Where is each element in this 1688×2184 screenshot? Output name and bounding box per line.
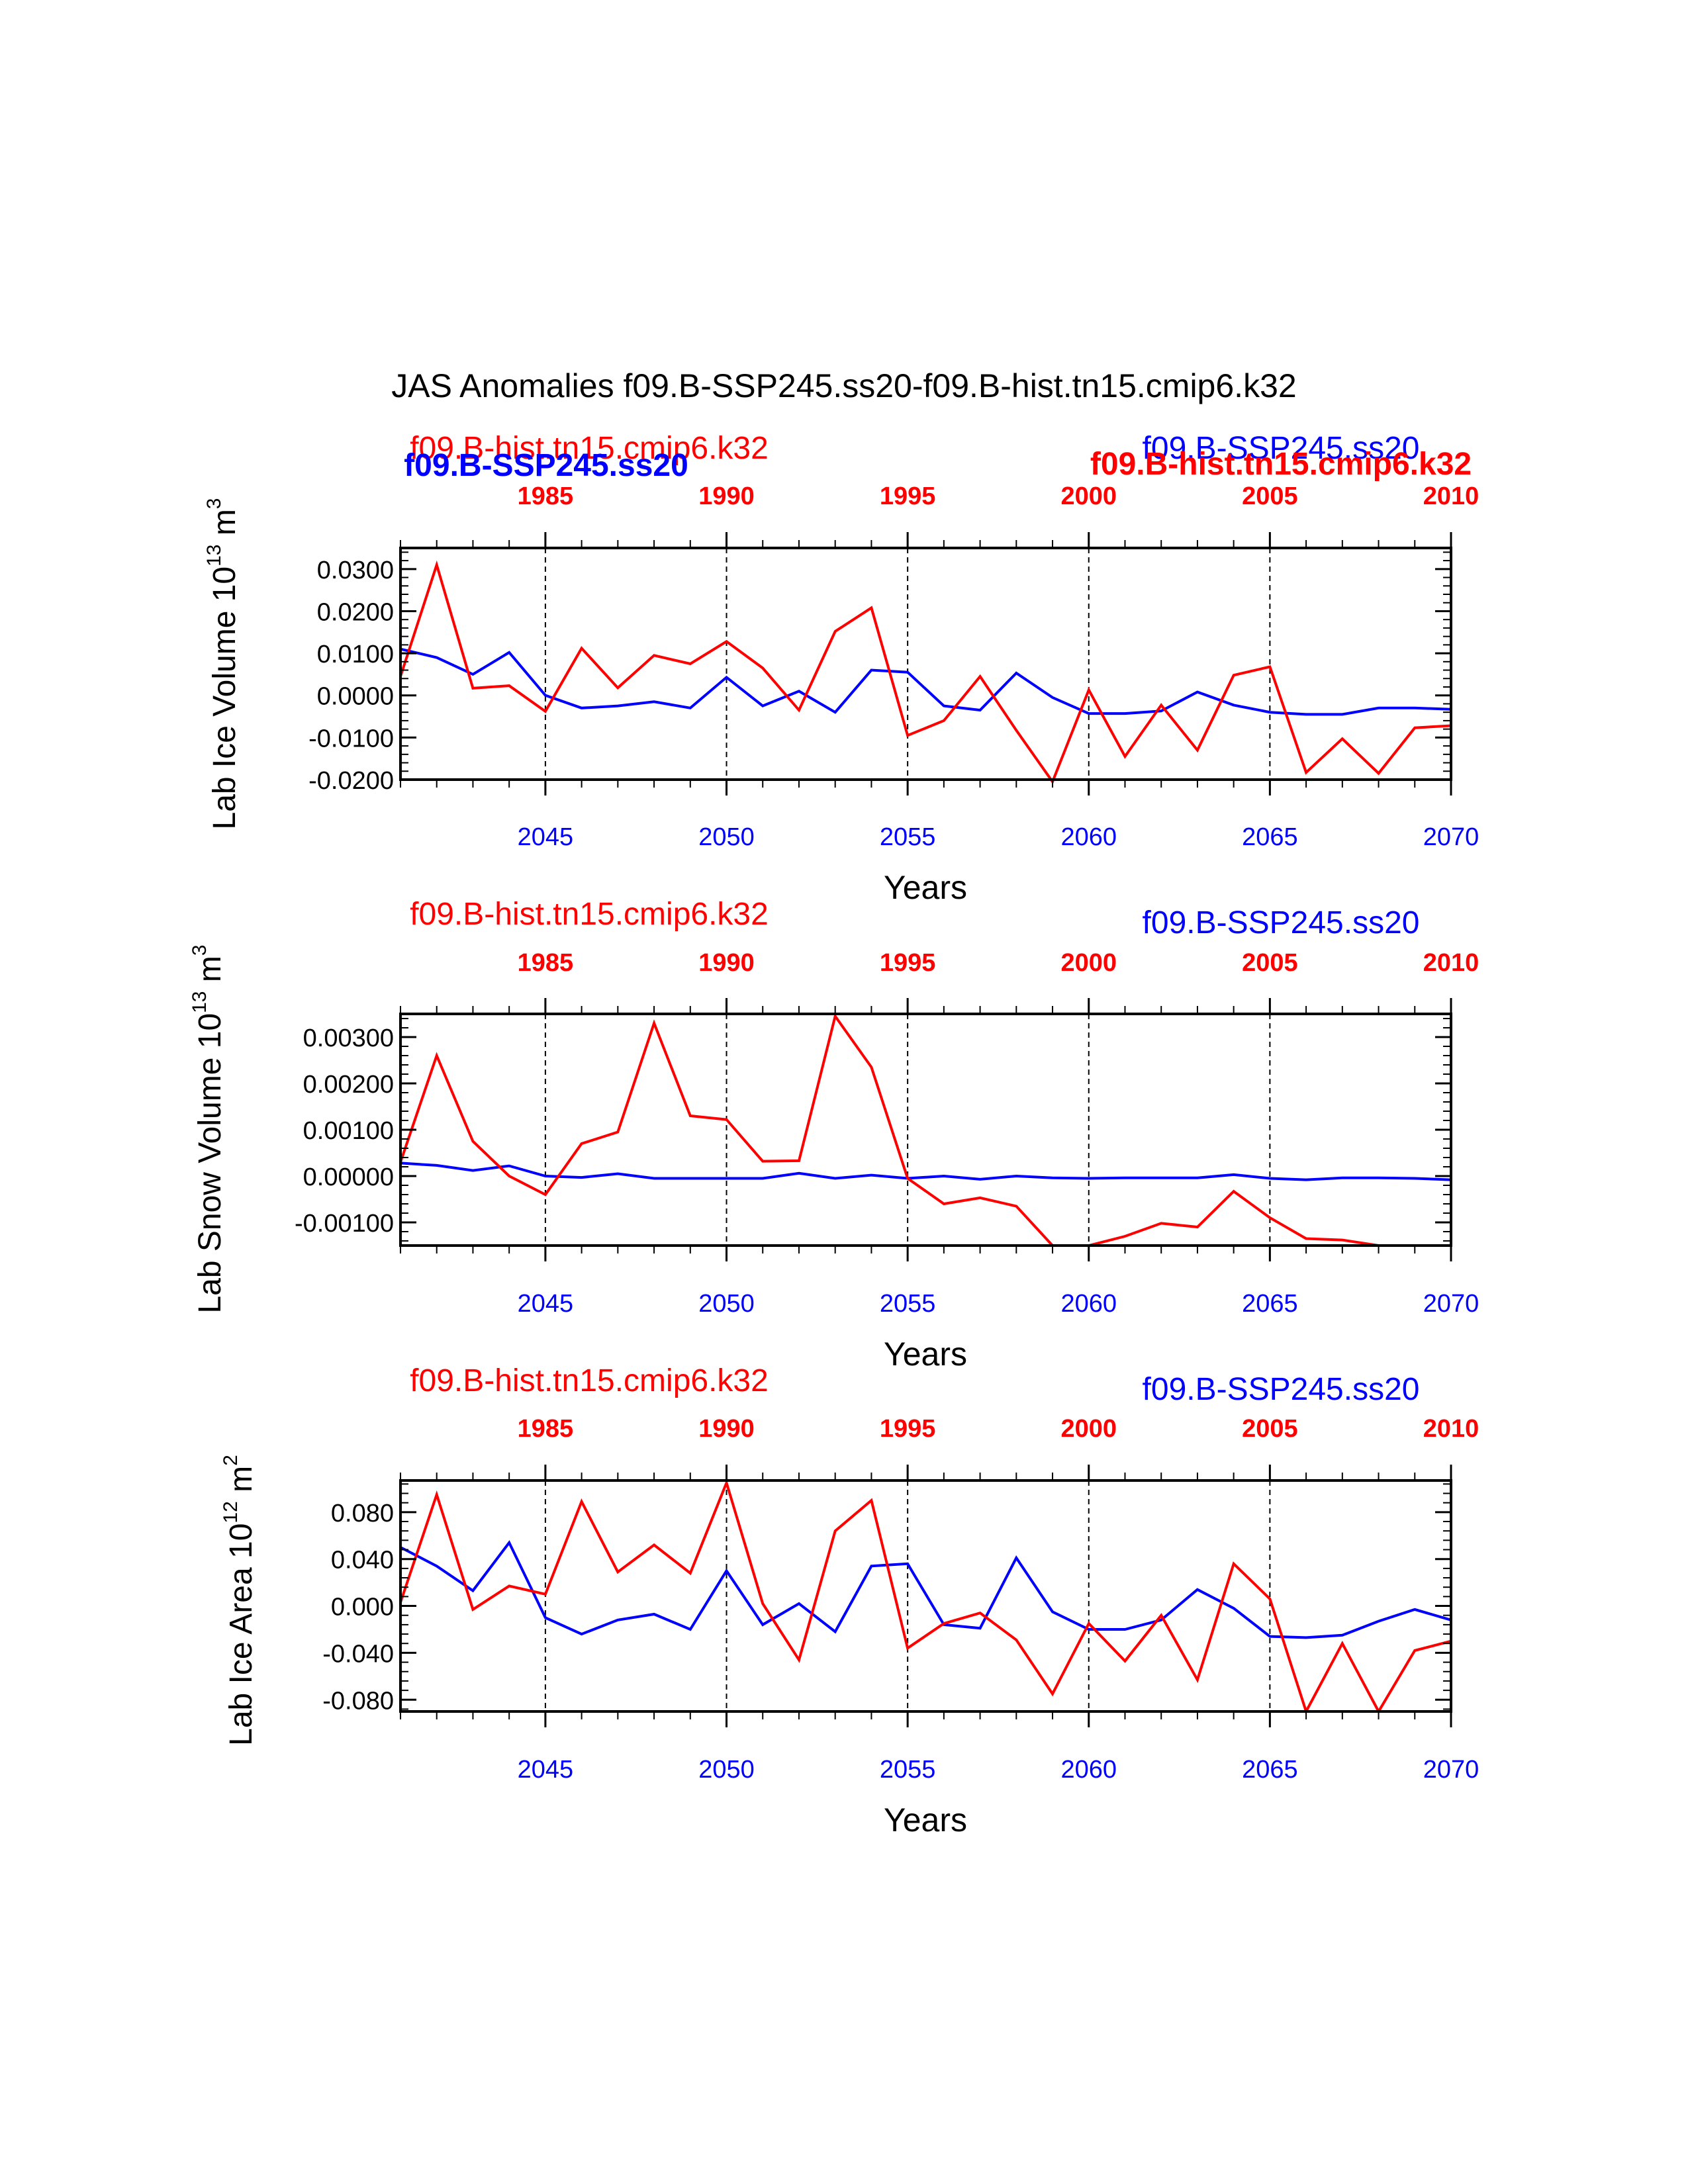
panel2-ssp-header: f09.B-SSP245.ss20 xyxy=(1143,905,1420,940)
p3-series-hist-line xyxy=(399,1479,1452,1715)
p1-ytick-label: 0.0200 xyxy=(317,598,394,626)
p1-xtick-label-top: 1985 xyxy=(518,482,574,510)
panel2-xlabel: Years xyxy=(884,1336,967,1373)
panel-ice-area: f09.B-hist.tn15.cmip6.k32 f09.B-SSP245.s… xyxy=(220,1363,1479,1839)
panel3-plot: -0.080 -0.040 0.000 0.040 0.080 2045 2050 2055 2… xyxy=(322,1415,1479,1784)
p3-ytick-label: 0.000 xyxy=(331,1594,394,1621)
p1-xtick-label-bottom: 2060 xyxy=(1060,823,1117,851)
p3-ytick-label: -0.040 xyxy=(322,1640,394,1668)
panel1-xlabel: Years xyxy=(884,869,967,906)
p1-xtick-label-top: 2010 xyxy=(1423,482,1479,510)
panel3-hist-header: f09.B-hist.tn15.cmip6.k32 xyxy=(410,1363,769,1398)
panel2-plot: -0.00100 0.00000 0.00100 0.00200 0.00300 2045… xyxy=(295,949,1479,1318)
p1-xtick-label-bottom: 2050 xyxy=(698,823,755,851)
p2-ytick-label: -0.00100 xyxy=(295,1210,394,1238)
p3-xtick-label-top: 1995 xyxy=(880,1415,936,1443)
p3-xtick-label-top: 2010 xyxy=(1423,1415,1479,1443)
p3-ytick-label: 0.080 xyxy=(331,1500,394,1527)
panel2-ylabel: Lab Snow Volume 1013 m3 xyxy=(189,944,228,1313)
p1-ytick-label: -0.0200 xyxy=(308,767,394,795)
panel1-hist-header: f09.B-hist.tn15.cmip6.k32 xyxy=(410,431,769,466)
p1-xtick-label-bottom: 2065 xyxy=(1242,823,1298,851)
p3-series-ssp-line xyxy=(400,1540,1452,1639)
panel3-ssp-header: f09.B-SSP245.ss20 xyxy=(1143,1372,1420,1407)
p1-xtick-label-bottom: 2070 xyxy=(1423,823,1479,851)
p1-xtick-label-bottom: 2055 xyxy=(880,823,936,851)
p1-xtick-label-top: 2005 xyxy=(1242,482,1298,510)
panel3-xlabel: Years xyxy=(884,1801,967,1839)
p1-xtick-label-top: 1995 xyxy=(880,482,936,510)
p1-ytick-label: 0.0100 xyxy=(317,641,394,668)
panel1-ssp-header-bold: f09.B-SSP245.ss20 xyxy=(404,448,688,483)
p2-xtick-label-bottom: 2065 xyxy=(1242,1290,1298,1318)
p1-ytick-label: 0.0300 xyxy=(317,557,394,584)
chart-title: JAS Anomalies f09.B-SSP245.ss20-f09.B-hi… xyxy=(391,367,1296,404)
p3-xtick-label-top: 2000 xyxy=(1060,1415,1117,1443)
panel-ice-volume: f09.B-hist.tn15.cmip6.k32 f09.B-SSP245.s… xyxy=(203,431,1479,906)
p2-xtick-label-top: 1990 xyxy=(698,949,755,977)
p2-xtick-label-top: 2000 xyxy=(1060,949,1117,977)
panel2-hist-header: f09.B-hist.tn15.cmip6.k32 xyxy=(410,897,769,932)
p3-xtick-label-bottom: 2050 xyxy=(698,1756,755,1784)
p2-xtick-label-bottom: 2060 xyxy=(1060,1290,1117,1318)
p1-ytick-label: -0.0100 xyxy=(308,725,394,752)
p1-xtick-label-top: 1990 xyxy=(698,482,755,510)
p3-ytick-label: 0.040 xyxy=(331,1547,394,1574)
p2-series-hist-line xyxy=(399,1013,1451,1247)
p1-xtick-label-top: 2000 xyxy=(1060,482,1117,510)
panel1-ssp-header: f09.B-SSP245.ss20 xyxy=(1143,431,1420,466)
p2-ytick-label: 0.00300 xyxy=(303,1024,394,1052)
p3-xtick-label-bottom: 2065 xyxy=(1242,1756,1298,1784)
p2-series-ssp-line xyxy=(400,1161,1452,1181)
p3-ytick-label: -0.080 xyxy=(322,1687,394,1715)
p2-ytick-label: 0.00000 xyxy=(303,1163,394,1191)
p2-xtick-label-bottom: 2045 xyxy=(518,1290,574,1318)
panel-snow-volume: f09.B-hist.tn15.cmip6.k32 f09.B-SSP245.s… xyxy=(189,897,1479,1373)
p2-xtick-label-bottom: 2055 xyxy=(880,1290,936,1318)
p3-xtick-label-bottom: 2055 xyxy=(880,1756,936,1784)
p3-xtick-label-bottom: 2060 xyxy=(1060,1756,1117,1784)
panel3-ylabel: Lab Ice Area 1012 m2 xyxy=(220,1455,259,1746)
panel1-hist-header-bold: f09.B-hist.tn15.cmip6.k32 xyxy=(1090,447,1472,482)
p3-xtick-label-bottom: 2045 xyxy=(518,1756,574,1784)
p2-xtick-label-top: 1995 xyxy=(880,949,936,977)
p2-frame xyxy=(399,1013,1452,1247)
p1-series-hist-line xyxy=(399,560,1452,785)
p2-xtick-label-bottom: 2070 xyxy=(1423,1290,1479,1318)
p2-xtick-label-bottom: 2050 xyxy=(698,1290,755,1318)
p1-ytick-label: 0.0000 xyxy=(317,683,394,711)
p3-xtick-label-top: 1985 xyxy=(518,1415,574,1443)
p3-xtick-label-top: 1990 xyxy=(698,1415,755,1443)
p1-xtick-label-bottom: 2045 xyxy=(518,823,574,851)
p2-ytick-label: 0.00200 xyxy=(303,1071,394,1099)
p2-xtick-label-top: 2005 xyxy=(1242,949,1298,977)
panel1-plot: -0.0200 -0.0100 0.0000 0.0100 0.0200 0.0300 20… xyxy=(308,482,1479,851)
p2-ytick-label: 0.00100 xyxy=(303,1117,394,1145)
p2-xtick-label-top: 2010 xyxy=(1423,949,1479,977)
panel1-ylabel: Lab Ice Volume 1013 m3 xyxy=(203,498,242,829)
p3-xtick-label-bottom: 2070 xyxy=(1423,1756,1479,1784)
p2-xtick-label-top: 1985 xyxy=(518,949,574,977)
p1-series-ssp-line xyxy=(400,647,1452,716)
p3-xtick-label-top: 2005 xyxy=(1242,1415,1298,1443)
p1-frame xyxy=(399,547,1452,781)
